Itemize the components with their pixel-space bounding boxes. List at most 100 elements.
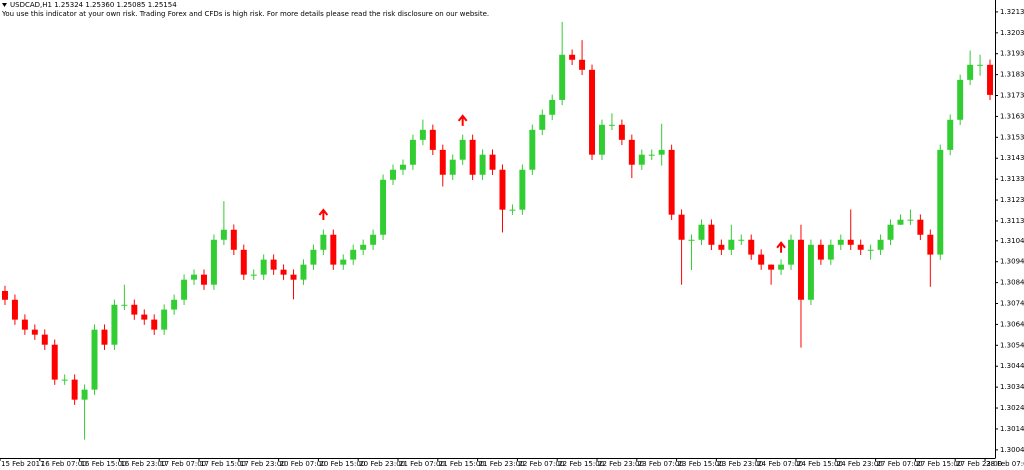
candle-body bbox=[31, 329, 38, 335]
y-tick-label: 1.30540 bbox=[1000, 341, 1024, 349]
candle-body bbox=[778, 264, 785, 270]
candle-body bbox=[21, 319, 28, 330]
x-tick-label: 27 Feb 23:00 bbox=[956, 460, 1002, 468]
x-tick-label: 22 Feb 15:00 bbox=[558, 460, 604, 468]
y-tick-label: 1.31235 bbox=[1000, 196, 1024, 204]
candle-body bbox=[519, 169, 526, 210]
x-tick-label: 23 Feb 15:00 bbox=[678, 460, 724, 468]
candle-body bbox=[489, 154, 496, 170]
candle-body bbox=[290, 274, 297, 280]
y-tick-label: 1.30840 bbox=[1000, 279, 1024, 287]
candle-body bbox=[171, 299, 178, 310]
candle-body bbox=[638, 154, 645, 165]
candle-body bbox=[230, 229, 237, 250]
candle-body bbox=[549, 99, 556, 115]
x-tick-label: 16 Feb 23:00 bbox=[120, 460, 166, 468]
chart-title: USDCAD,H1 1.25324 1.25360 1.25085 1.2515… bbox=[10, 1, 177, 9]
y-tick-label: 1.30740 bbox=[1000, 300, 1024, 308]
candle-body bbox=[220, 229, 227, 240]
x-tick-label: 20 Feb 23:00 bbox=[359, 460, 405, 468]
x-tick-label: 21 Feb 07:00 bbox=[399, 460, 445, 468]
candle-body bbox=[658, 149, 665, 155]
candle-body bbox=[648, 154, 655, 156]
candle-body bbox=[419, 129, 426, 140]
x-tick-label: 24 Feb 07:00 bbox=[757, 460, 803, 468]
candle-body bbox=[429, 129, 436, 150]
x-tick-label: 21 Feb 23:00 bbox=[479, 460, 525, 468]
y-tick-label: 1.32135 bbox=[1000, 8, 1024, 16]
candle-body bbox=[270, 259, 277, 270]
candle-body bbox=[360, 244, 367, 250]
candle-body bbox=[101, 329, 108, 345]
candle-body bbox=[748, 239, 755, 255]
candle-body bbox=[11, 299, 18, 320]
x-tick-label: 23 Feb 23:00 bbox=[717, 460, 763, 468]
candle-body bbox=[390, 169, 397, 180]
x-tick-label: 20 Feb 07:00 bbox=[280, 460, 326, 468]
y-tick-label: 1.31040 bbox=[1000, 237, 1024, 245]
candle-body bbox=[618, 124, 625, 140]
candle-body bbox=[459, 139, 466, 160]
candle-body bbox=[310, 249, 317, 265]
candle-body bbox=[71, 379, 78, 400]
candle-body bbox=[738, 239, 745, 241]
x-tick-label: 27 Feb 07:00 bbox=[877, 460, 923, 468]
signal-arrow bbox=[776, 241, 786, 253]
candle-body bbox=[121, 304, 128, 306]
y-tick-label: 1.31835 bbox=[1000, 71, 1024, 79]
candle-body bbox=[877, 239, 884, 250]
candle-body bbox=[181, 279, 188, 300]
y-tick-label: 1.30240 bbox=[1000, 404, 1024, 412]
candle-body bbox=[141, 314, 148, 320]
candle-body bbox=[817, 244, 824, 260]
candle-body bbox=[827, 244, 834, 260]
candle-body bbox=[340, 259, 347, 265]
y-tick-label: 1.30440 bbox=[1000, 362, 1024, 370]
candle-body bbox=[947, 119, 954, 150]
candle-body bbox=[350, 249, 357, 260]
x-tick-label: 17 Feb 15:00 bbox=[200, 460, 246, 468]
candle-body bbox=[628, 139, 635, 165]
candle-body bbox=[728, 239, 735, 250]
candle-body bbox=[678, 214, 685, 240]
candle-body bbox=[469, 139, 476, 175]
candle-body bbox=[260, 259, 267, 275]
candle-body bbox=[399, 164, 406, 170]
x-tick-label: 22 Feb 07:00 bbox=[518, 460, 564, 468]
candle-body bbox=[479, 154, 486, 175]
candle-body bbox=[857, 244, 864, 250]
candle-body bbox=[837, 239, 844, 245]
candle-body bbox=[758, 254, 765, 265]
candle-body bbox=[1, 290, 8, 300]
candle-body bbox=[957, 79, 964, 120]
x-tick-label: 24 Feb 23:00 bbox=[837, 460, 883, 468]
candle-body bbox=[887, 224, 894, 240]
candle-body bbox=[280, 269, 287, 275]
x-tick-label: 15 Feb 2017 bbox=[1, 460, 45, 468]
x-tick-label: 17 Feb 23:00 bbox=[240, 460, 286, 468]
y-tick-label: 1.31535 bbox=[1000, 133, 1024, 141]
y-tick-label: 1.30940 bbox=[1000, 258, 1024, 266]
candle-body bbox=[81, 389, 88, 400]
candle-body bbox=[151, 319, 158, 330]
candle-body bbox=[131, 304, 138, 315]
candle-body bbox=[768, 264, 775, 270]
candle-body bbox=[240, 249, 247, 275]
x-tick-label: 20 Feb 15:00 bbox=[319, 460, 365, 468]
candle-body bbox=[330, 234, 337, 265]
candle-body bbox=[320, 234, 327, 250]
y-tick-label: 1.30040 bbox=[1000, 446, 1024, 454]
candle-body bbox=[977, 64, 984, 66]
candle-body bbox=[698, 224, 705, 240]
y-tick-label: 1.32035 bbox=[1000, 29, 1024, 37]
title-arrow bbox=[2, 3, 7, 7]
candle-body bbox=[589, 69, 596, 155]
candle-body bbox=[867, 249, 874, 251]
y-tick-label: 1.30140 bbox=[1000, 425, 1024, 433]
candle-body bbox=[718, 244, 725, 250]
candle-body bbox=[807, 244, 814, 300]
candle-body bbox=[380, 179, 387, 235]
candle-body bbox=[579, 59, 586, 70]
candle-body bbox=[847, 239, 854, 245]
